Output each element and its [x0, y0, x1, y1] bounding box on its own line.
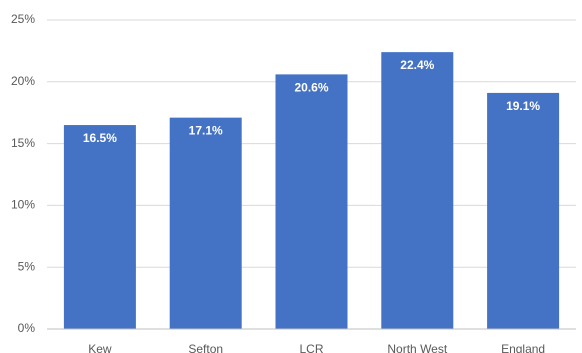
x-axis-tick-labels: Kew Sefton LCR North West England — [88, 342, 545, 353]
x-tick-label-kew: Kew — [88, 342, 112, 353]
y-tick-label: 5% — [18, 259, 36, 273]
y-axis-tick-labels: 0% 5% 10% 15% 20% 25% — [11, 12, 35, 335]
bars — [63, 52, 560, 330]
bar-lcr — [275, 74, 348, 329]
bar-sefton — [169, 117, 242, 329]
x-tick-label-north-west: North West — [387, 342, 447, 353]
bar-kew — [63, 125, 136, 329]
y-tick-label: 25% — [11, 12, 35, 26]
data-label-england: 19.1% — [506, 99, 540, 113]
bar-north-west — [381, 52, 454, 330]
bar-england — [487, 92, 560, 329]
x-tick-label-lcr: LCR — [299, 342, 323, 353]
data-label-north-west: 22.4% — [400, 58, 434, 72]
data-label-kew: 16.5% — [83, 131, 117, 145]
data-labels: 16.5% 17.1% 20.6% 22.4% 19.1% — [83, 58, 541, 145]
y-tick-label: 20% — [11, 74, 35, 88]
data-label-lcr: 20.6% — [294, 80, 328, 94]
y-tick-label: 15% — [11, 136, 35, 150]
x-tick-label-sefton: Sefton — [188, 342, 223, 353]
data-label-sefton: 17.1% — [189, 124, 223, 138]
y-tick-label: 10% — [11, 198, 35, 212]
x-tick-label-england: England — [501, 342, 545, 353]
y-tick-label: 0% — [18, 321, 36, 335]
